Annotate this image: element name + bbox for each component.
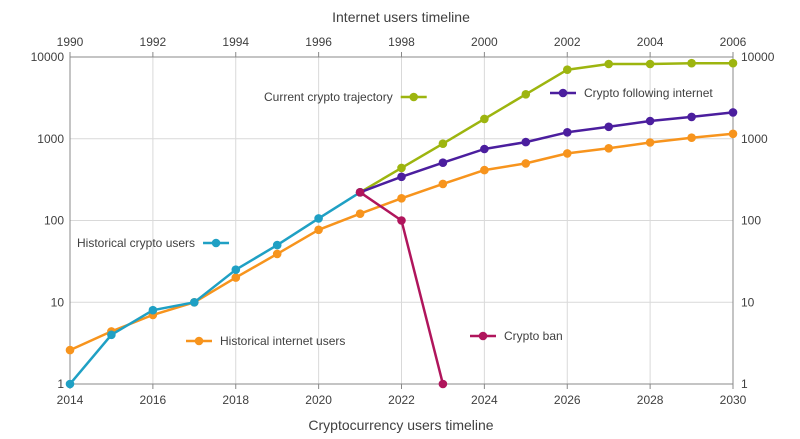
- data-point: [272, 249, 282, 259]
- data-point: [645, 59, 655, 69]
- y-tick-label-right: 1: [741, 377, 748, 391]
- data-point: [107, 330, 116, 340]
- data-point: [604, 59, 613, 69]
- legend: Current crypto trajectory Crypto followin…: [77, 86, 713, 348]
- data-point: [231, 273, 241, 282]
- data-point: [314, 225, 323, 235]
- y-tick-label-left: 1: [57, 377, 64, 391]
- data-point: [728, 108, 738, 117]
- data-point: [438, 158, 448, 167]
- bottom-tick-label: 2030: [720, 393, 747, 407]
- legend-label: Historical crypto users: [77, 236, 195, 250]
- y-tick-label-left: 10: [51, 295, 65, 309]
- series-line: [359, 61, 733, 194]
- bottom-tick-label: 2018: [222, 393, 249, 407]
- top-tick-label: 1996: [305, 35, 332, 49]
- top-tick-label: 1998: [388, 35, 415, 49]
- data-point: [438, 139, 448, 148]
- data-point: [148, 305, 158, 315]
- legend-item: Historical crypto users: [77, 236, 230, 250]
- data-point: [438, 379, 448, 389]
- legend-item: Crypto ban: [470, 329, 563, 343]
- data-point: [355, 209, 365, 218]
- data-point: [687, 58, 696, 68]
- legend-label: Current crypto trajectory: [264, 90, 393, 104]
- legend-marker: [478, 331, 488, 341]
- y-tick-label-right: 1000: [741, 132, 768, 146]
- data-point: [272, 240, 282, 250]
- top-tick-label: 2002: [554, 35, 581, 49]
- top-tick-label: 2004: [637, 35, 664, 49]
- data-point: [314, 214, 323, 223]
- series-line: [359, 111, 734, 194]
- legend-marker: [194, 336, 204, 346]
- data-point: [397, 172, 406, 182]
- legend-marker: [558, 88, 568, 98]
- legend-label: Crypto following internet: [584, 86, 713, 100]
- bottom-tick-label: 2020: [305, 393, 332, 407]
- data-point: [687, 133, 696, 142]
- data-point: [65, 345, 75, 355]
- series-crypto-ban: [355, 188, 448, 389]
- legend-item: Historical internet users: [186, 334, 345, 348]
- bottom-tick-label: 2026: [554, 393, 581, 407]
- top-tick-label: 1992: [140, 35, 167, 49]
- data-point: [687, 112, 696, 122]
- top-tick-label: 1990: [57, 35, 84, 49]
- legend-marker: [409, 92, 419, 102]
- series-crypto-following-internet: [355, 108, 738, 197]
- legend-item: Current crypto trajectory: [264, 90, 427, 104]
- data-point: [355, 188, 365, 197]
- top-tick-label: 2006: [720, 35, 747, 49]
- bottom-tick-label: 2016: [140, 393, 167, 407]
- data-point: [65, 379, 75, 389]
- y-tick-label-right: 100: [741, 214, 761, 228]
- legend-label: Historical internet users: [220, 334, 345, 348]
- y-tick-label-left: 100: [44, 214, 64, 228]
- top-axis-title: Internet users timeline: [332, 9, 470, 25]
- data-point: [397, 216, 406, 225]
- data-point: [397, 194, 406, 203]
- data-point: [604, 122, 613, 132]
- series-current-crypto-trajectory: [355, 58, 738, 197]
- data-point: [728, 129, 738, 139]
- bottom-tick-label: 2014: [57, 393, 84, 407]
- axes: 1 1 10 10 100 100 1000 1000 10000 10000 2014 1990 20…: [31, 35, 775, 407]
- data-point: [521, 137, 531, 147]
- data-point: [645, 138, 655, 147]
- data-point: [604, 144, 613, 153]
- data-point: [480, 114, 489, 124]
- data-point: [231, 265, 241, 275]
- data-point: [397, 163, 406, 173]
- legend-item: Crypto following internet: [550, 86, 713, 100]
- data-point: [563, 128, 572, 137]
- data-point: [728, 58, 738, 68]
- bottom-tick-label: 2024: [471, 393, 498, 407]
- data-point: [480, 144, 489, 154]
- data-point: [563, 149, 572, 158]
- data-point: [521, 159, 531, 168]
- y-tick-label-left: 10000: [31, 50, 65, 64]
- top-tick-label: 1994: [222, 35, 249, 49]
- data-point: [480, 165, 489, 175]
- series-line: [69, 191, 361, 385]
- data-point: [645, 116, 655, 126]
- bottom-axis-title: Cryptocurrency users timeline: [308, 417, 493, 433]
- bottom-tick-label: 2022: [388, 393, 415, 407]
- data-point: [438, 179, 448, 189]
- y-tick-label-right: 10000: [741, 50, 775, 64]
- y-tick-label-left: 1000: [37, 132, 64, 146]
- series-layer: [65, 58, 738, 389]
- series-historical-crypto-users: [65, 188, 365, 389]
- data-point: [521, 90, 531, 99]
- legend-label: Crypto ban: [504, 329, 563, 343]
- bottom-tick-label: 2028: [637, 393, 664, 407]
- legend-marker: [211, 238, 221, 248]
- top-tick-label: 2000: [471, 35, 498, 49]
- y-tick-label-right: 10: [741, 295, 755, 309]
- data-point: [563, 65, 572, 74]
- data-point: [190, 298, 199, 307]
